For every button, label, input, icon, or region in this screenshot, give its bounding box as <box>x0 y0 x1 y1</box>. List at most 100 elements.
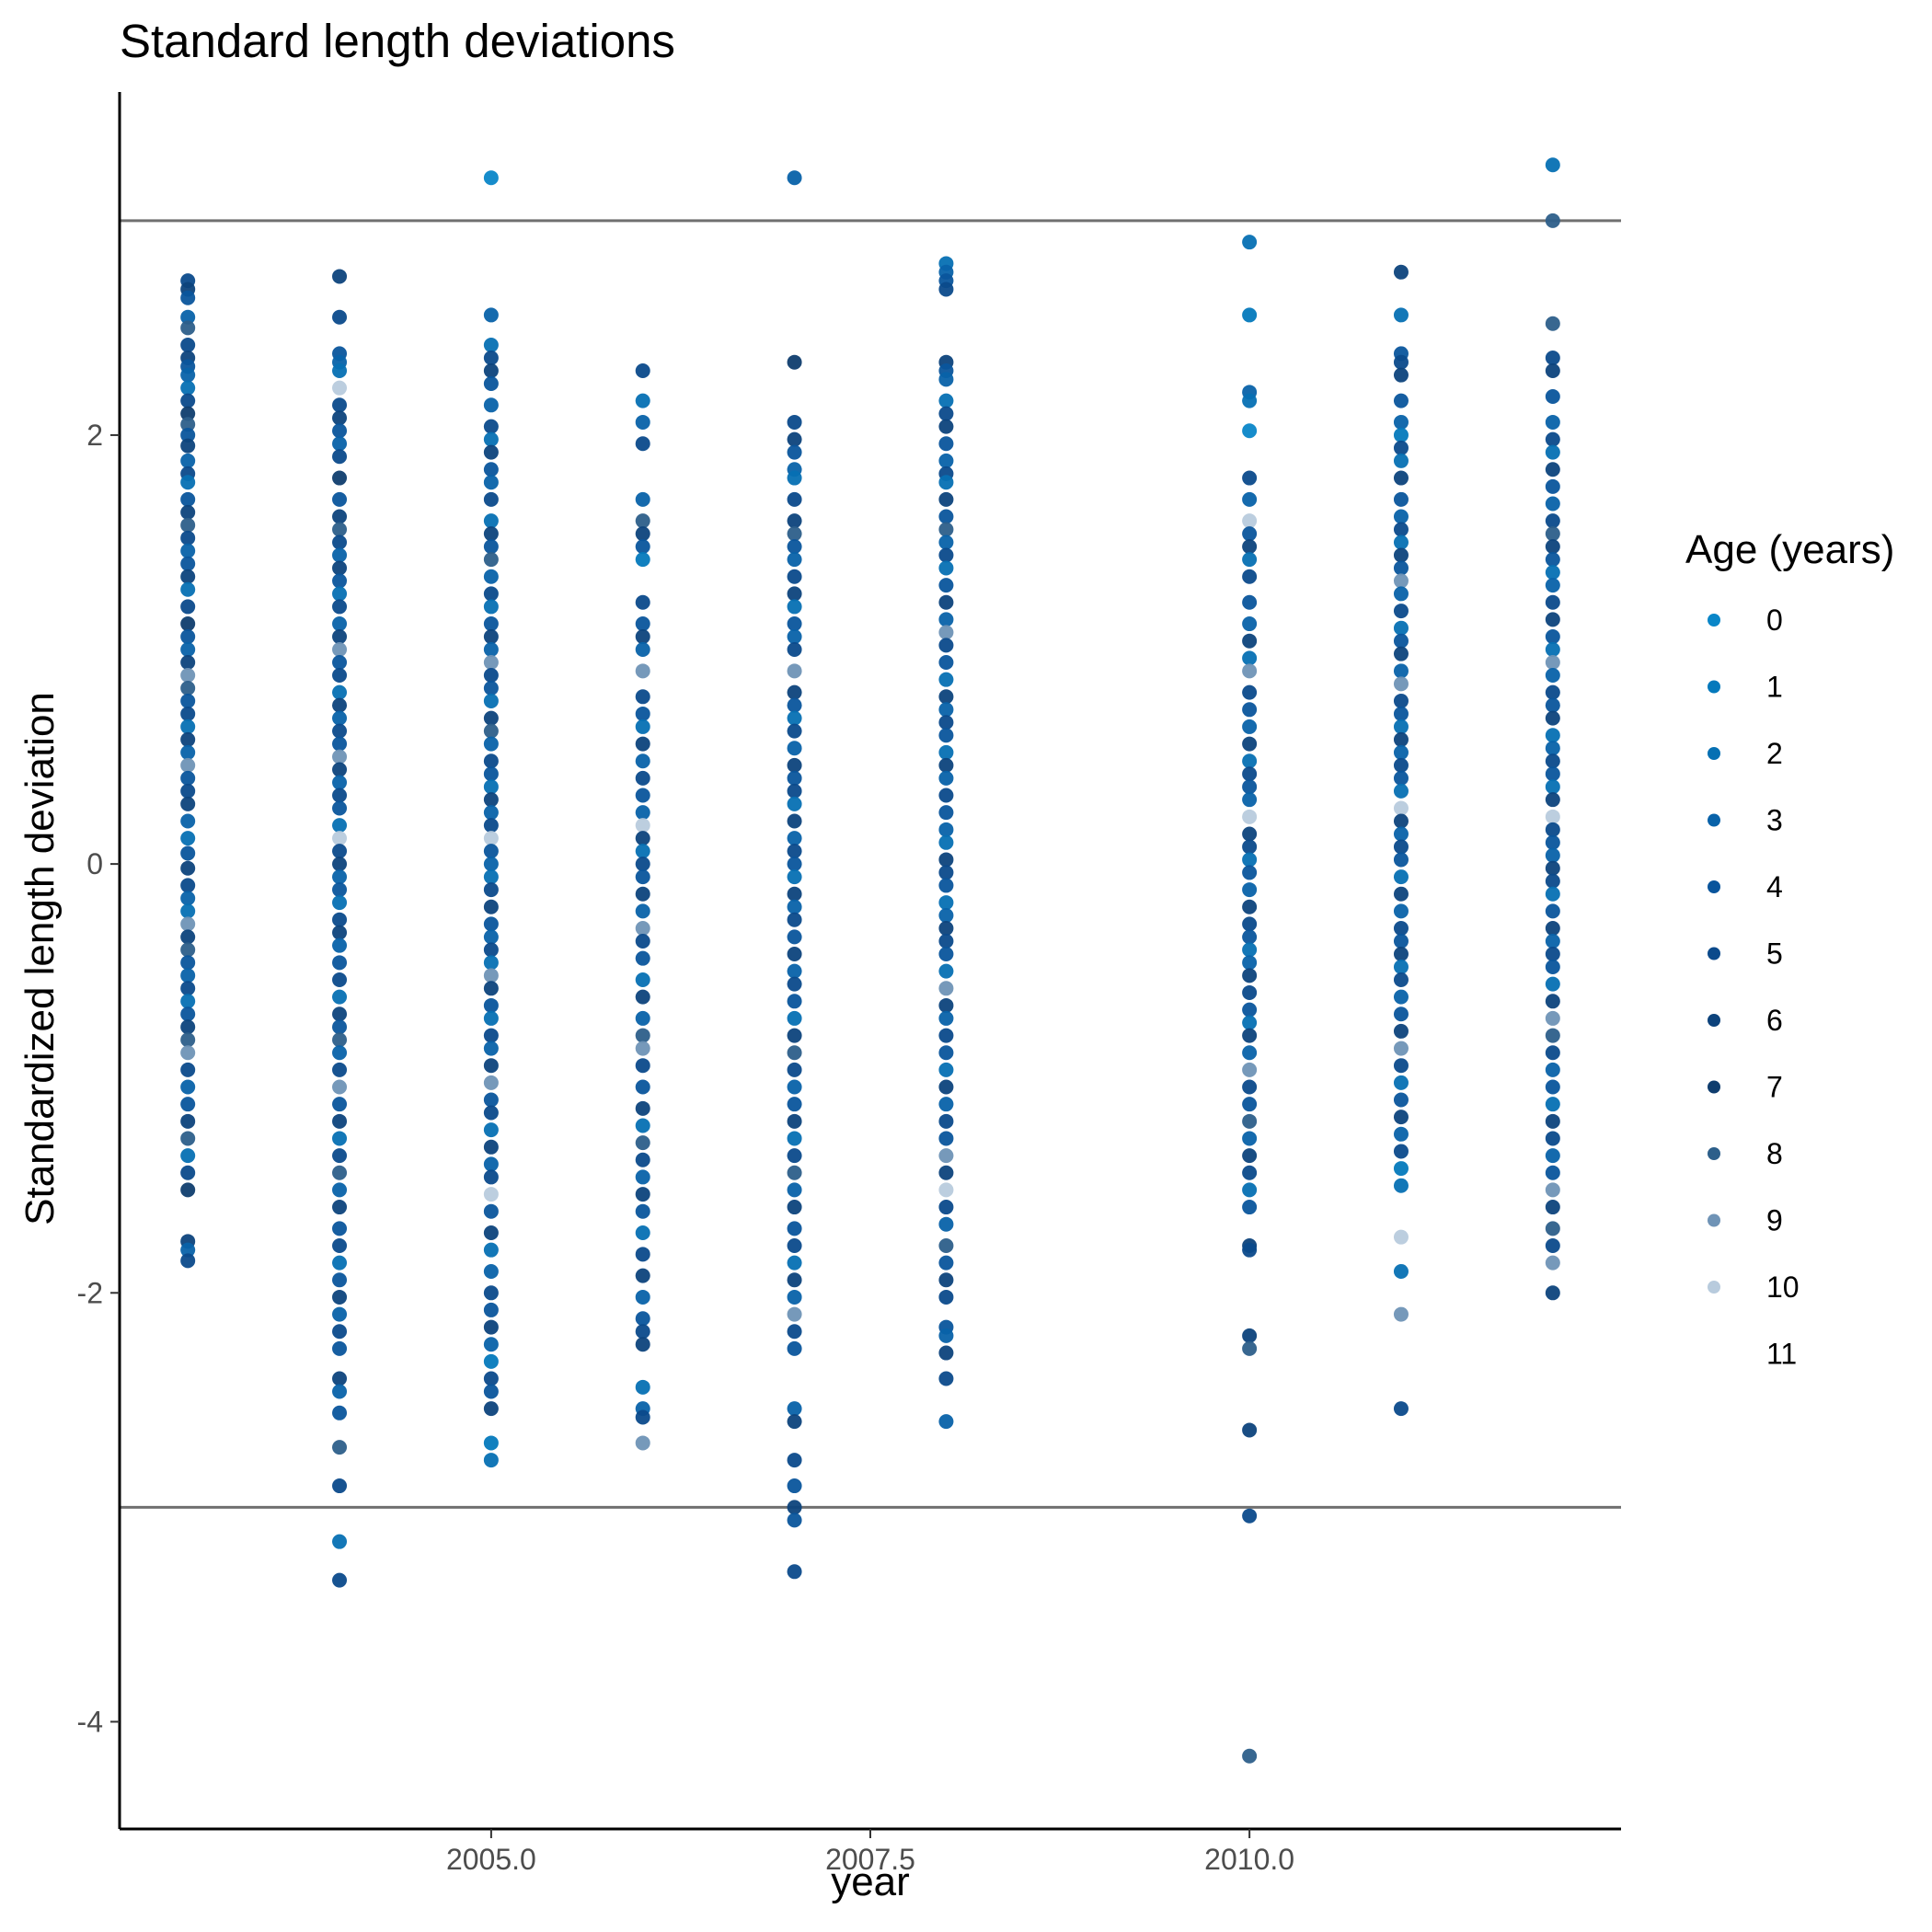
data-point <box>787 783 802 799</box>
data-point <box>1393 903 1409 919</box>
data-point <box>483 1384 499 1399</box>
data-point <box>483 431 499 447</box>
data-point <box>1242 984 1258 1000</box>
data-point <box>1545 1182 1560 1198</box>
data-point <box>483 351 499 366</box>
legend-key <box>1708 1147 1720 1160</box>
data-point <box>938 1216 954 1232</box>
data-point <box>787 1414 802 1430</box>
data-point <box>1545 753 1560 769</box>
data-point <box>635 950 650 966</box>
data-point <box>635 818 650 834</box>
data-point <box>332 1148 348 1164</box>
data-point <box>938 865 954 880</box>
data-point <box>938 1113 954 1129</box>
data-point <box>332 1324 348 1340</box>
data-point <box>635 736 650 752</box>
data-point <box>1242 865 1258 880</box>
data-point <box>1393 676 1409 692</box>
data-point <box>332 1272 348 1288</box>
data-point <box>483 899 499 914</box>
data-point <box>787 539 802 555</box>
data-point <box>1393 1041 1409 1056</box>
data-point <box>635 788 650 803</box>
data-point <box>180 1006 196 1022</box>
data-point <box>635 1203 650 1219</box>
data-point <box>635 414 650 430</box>
data-point <box>332 522 348 537</box>
data-point <box>635 1409 650 1425</box>
legend-label: 3 <box>1766 804 1783 837</box>
data-point <box>483 844 499 859</box>
data-point <box>938 672 954 687</box>
data-point <box>1545 1045 1560 1061</box>
data-point <box>332 449 348 465</box>
data-point <box>1393 1401 1409 1417</box>
data-point <box>1393 921 1409 937</box>
data-point <box>1242 423 1258 439</box>
data-point <box>180 1019 196 1035</box>
data-point <box>483 1435 499 1451</box>
x-axis-title: year <box>831 1859 910 1904</box>
data-point <box>938 372 954 387</box>
data-point <box>787 697 802 713</box>
legend-label: 11 <box>1766 1338 1797 1371</box>
data-point <box>483 766 499 782</box>
data-point <box>635 663 650 679</box>
data-point <box>332 1289 348 1305</box>
data-point <box>483 997 499 1013</box>
data-point <box>787 444 802 460</box>
data-point <box>1545 316 1560 331</box>
data-point <box>1393 826 1409 842</box>
data-point <box>938 509 954 524</box>
data-point <box>180 569 196 584</box>
data-point <box>1242 552 1258 568</box>
data-point <box>1393 1126 1409 1142</box>
data-point <box>332 1306 348 1322</box>
data-point <box>635 921 650 937</box>
data-point <box>938 535 954 550</box>
data-point <box>635 1324 650 1340</box>
legend-label: 0 <box>1766 604 1783 637</box>
data-point <box>1393 547 1409 563</box>
data-point <box>332 972 348 987</box>
data-point <box>635 1225 650 1241</box>
data-point <box>483 805 499 821</box>
data-point <box>938 612 954 627</box>
data-point <box>180 380 196 396</box>
data-point <box>332 509 348 524</box>
data-point <box>787 994 802 1009</box>
data-point <box>1393 586 1409 602</box>
data-point <box>483 831 499 846</box>
data-point <box>1242 1097 1258 1112</box>
y-tick-label: 2 <box>86 419 103 452</box>
x-tick-label: 2010.0 <box>1204 1843 1294 1876</box>
data-point <box>1242 393 1258 408</box>
y-axis-title: Standardized length deviation <box>17 692 63 1225</box>
data-point <box>1393 886 1409 902</box>
plot-panel <box>120 157 1621 1764</box>
data-point <box>332 723 348 739</box>
data-point <box>635 1379 650 1395</box>
data-point <box>483 444 499 460</box>
data-point <box>635 1337 650 1352</box>
data-point <box>1545 496 1560 512</box>
data-point <box>1545 513 1560 529</box>
data-point <box>180 417 196 432</box>
data-point <box>938 1238 954 1254</box>
data-point <box>1545 994 1560 1009</box>
data-point <box>1242 916 1258 932</box>
data-point <box>332 491 348 507</box>
legend-key <box>1708 880 1720 893</box>
data-point <box>1393 620 1409 636</box>
data-point <box>1545 1113 1560 1129</box>
data-point <box>1242 1131 1258 1146</box>
data-point <box>483 363 499 379</box>
data-point <box>787 1221 802 1236</box>
data-point <box>1393 367 1409 383</box>
data-point <box>938 436 954 452</box>
data-point <box>1393 959 1409 974</box>
data-point <box>635 1289 650 1305</box>
data-point <box>1545 351 1560 366</box>
data-point <box>938 895 954 911</box>
